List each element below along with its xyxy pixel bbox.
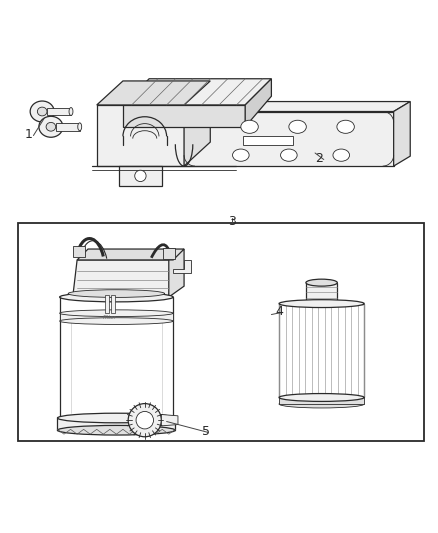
Ellipse shape bbox=[68, 290, 165, 297]
Ellipse shape bbox=[60, 310, 173, 317]
Ellipse shape bbox=[57, 413, 175, 423]
Bar bbox=[162, 248, 175, 259]
Polygon shape bbox=[306, 282, 337, 304]
Polygon shape bbox=[123, 105, 245, 127]
Ellipse shape bbox=[279, 393, 364, 401]
Ellipse shape bbox=[60, 292, 173, 302]
Polygon shape bbox=[56, 123, 80, 131]
Ellipse shape bbox=[57, 425, 175, 435]
Polygon shape bbox=[97, 105, 184, 166]
Text: 5: 5 bbox=[201, 425, 209, 438]
Polygon shape bbox=[279, 398, 364, 404]
Ellipse shape bbox=[241, 120, 258, 133]
Polygon shape bbox=[60, 297, 173, 430]
Ellipse shape bbox=[333, 149, 350, 161]
Ellipse shape bbox=[46, 123, 56, 131]
Bar bbox=[243, 135, 293, 145]
Polygon shape bbox=[279, 304, 364, 398]
Polygon shape bbox=[184, 111, 394, 166]
Polygon shape bbox=[73, 260, 173, 297]
Text: Filter: Filter bbox=[103, 315, 117, 320]
Ellipse shape bbox=[39, 116, 63, 138]
Polygon shape bbox=[394, 102, 410, 166]
Ellipse shape bbox=[281, 149, 297, 161]
Polygon shape bbox=[97, 81, 210, 105]
Ellipse shape bbox=[30, 101, 54, 122]
Polygon shape bbox=[161, 415, 178, 426]
Polygon shape bbox=[106, 295, 109, 313]
Polygon shape bbox=[47, 108, 71, 116]
Circle shape bbox=[136, 411, 153, 429]
Text: 2: 2 bbox=[315, 152, 323, 165]
Text: 1: 1 bbox=[25, 128, 32, 141]
Polygon shape bbox=[57, 418, 175, 430]
Ellipse shape bbox=[289, 120, 306, 133]
Polygon shape bbox=[123, 79, 272, 105]
Ellipse shape bbox=[69, 108, 73, 116]
Bar bbox=[73, 246, 85, 257]
Polygon shape bbox=[60, 313, 173, 321]
Text: 4: 4 bbox=[276, 304, 284, 318]
Polygon shape bbox=[77, 249, 184, 260]
Polygon shape bbox=[119, 166, 162, 185]
Polygon shape bbox=[173, 260, 191, 273]
Ellipse shape bbox=[233, 149, 249, 161]
Ellipse shape bbox=[60, 318, 173, 325]
Polygon shape bbox=[245, 79, 272, 127]
Polygon shape bbox=[184, 102, 410, 111]
Ellipse shape bbox=[337, 120, 354, 133]
Polygon shape bbox=[169, 249, 184, 297]
Text: 3: 3 bbox=[228, 215, 236, 228]
Polygon shape bbox=[184, 81, 210, 166]
Ellipse shape bbox=[279, 400, 364, 408]
Ellipse shape bbox=[37, 107, 47, 116]
Circle shape bbox=[128, 403, 161, 437]
Circle shape bbox=[135, 170, 146, 182]
Ellipse shape bbox=[78, 123, 81, 131]
Ellipse shape bbox=[279, 300, 364, 308]
Ellipse shape bbox=[306, 279, 337, 286]
Bar bbox=[18, 223, 424, 441]
Polygon shape bbox=[111, 295, 115, 313]
